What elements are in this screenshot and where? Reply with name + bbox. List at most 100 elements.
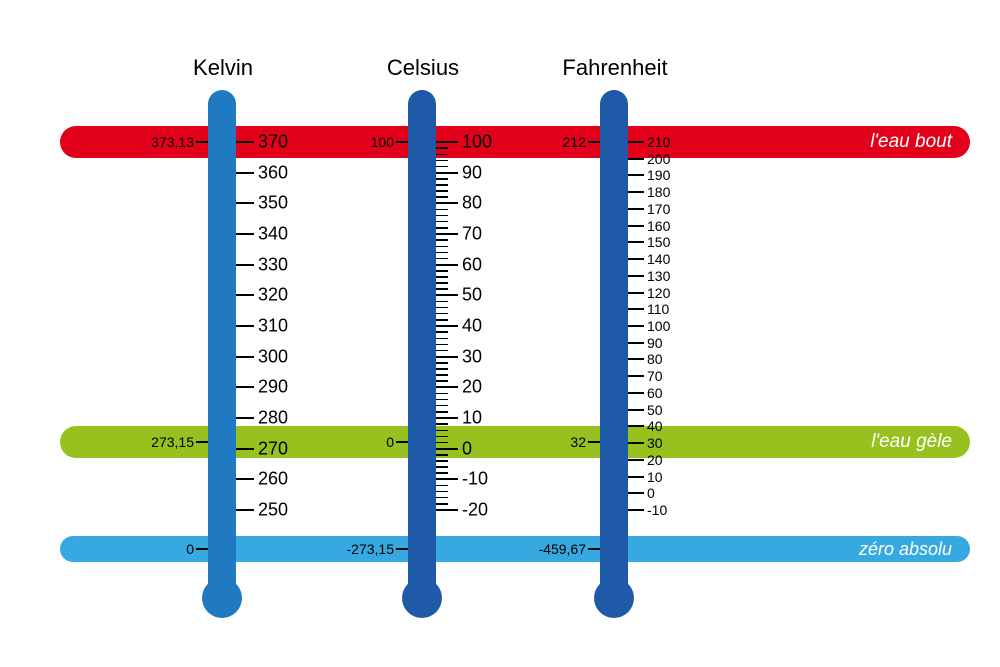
scale-tick	[236, 386, 254, 388]
scale-tick-label: 20	[647, 452, 663, 468]
scale-tick-label: -10	[462, 469, 488, 490]
scale-tick-label: 100	[647, 318, 670, 334]
scale-tick	[628, 191, 644, 193]
scale-minor-tick	[436, 368, 448, 370]
scale-tick-label: 60	[647, 385, 663, 401]
kelvin-thermometer-tube	[208, 90, 236, 590]
scale-tick-label: 330	[258, 254, 288, 275]
scale-tick-label: 110	[647, 301, 669, 317]
scale-tick	[628, 358, 644, 360]
scale-tick-label: 0	[647, 485, 655, 501]
scale-tick-label: 90	[462, 162, 482, 183]
scale-tick	[628, 509, 644, 511]
scale-tick-label: 360	[258, 162, 288, 183]
scale-tick-label: 150	[647, 234, 670, 250]
scale-tick-label: 190	[647, 167, 670, 183]
scale-tick-label: 60	[462, 254, 482, 275]
scale-minor-tick	[436, 319, 448, 321]
scale-minor-tick	[436, 350, 448, 352]
boiling-reference-tick	[196, 141, 208, 143]
scale-tick-label: 10	[462, 408, 482, 429]
scale-tick-label: 370	[258, 132, 288, 153]
scale-minor-tick	[436, 313, 448, 315]
scale-tick-label: 30	[647, 435, 663, 451]
scale-tick-label: 180	[647, 184, 670, 200]
scale-tick	[628, 241, 644, 243]
scale-tick	[628, 492, 644, 494]
scale-minor-tick	[436, 239, 448, 241]
scale-tick-label: 320	[258, 285, 288, 306]
scale-minor-tick	[436, 393, 448, 395]
boiling-reference-label: 373,13	[124, 134, 194, 150]
scale-minor-tick	[436, 430, 448, 432]
scale-tick-label: 260	[258, 469, 288, 490]
scale-tick-label: 80	[647, 351, 663, 367]
scale-tick-label: 210	[647, 134, 670, 150]
boiling-reference-label: 212	[516, 134, 586, 150]
freezing-reference-label: 32	[516, 434, 586, 450]
scale-tick-label: -20	[462, 500, 488, 521]
boiling-band-label: l'eau bout	[870, 131, 952, 153]
scale-minor-tick	[436, 258, 448, 260]
freezing-reference-label: 273,15	[124, 434, 194, 450]
scale-tick	[436, 325, 458, 327]
scale-minor-tick	[436, 338, 448, 340]
fahrenheit-thermometer-tube	[600, 90, 628, 590]
scale-tick-label: 130	[647, 268, 670, 284]
absolute-reference-tick	[588, 548, 600, 550]
scale-tick-label: -10	[647, 502, 667, 518]
scale-tick	[628, 258, 644, 260]
scale-minor-tick	[436, 460, 448, 462]
scale-tick	[436, 172, 458, 174]
scale-minor-tick	[436, 154, 448, 156]
scale-minor-tick	[436, 270, 448, 272]
scale-minor-tick	[436, 362, 448, 364]
scale-tick-label: 10	[647, 469, 663, 485]
scale-tick	[236, 264, 254, 266]
scale-tick-label: 0	[462, 438, 472, 459]
scale-tick	[436, 141, 458, 143]
scale-tick	[236, 356, 254, 358]
scale-minor-tick	[436, 215, 448, 217]
scale-tick	[628, 459, 644, 461]
freezing-reference-tick	[196, 441, 208, 443]
scale-tick	[628, 141, 644, 143]
scale-tick-label: 280	[258, 408, 288, 429]
scale-tick	[628, 174, 644, 176]
scale-tick-label: 120	[647, 285, 670, 301]
scale-minor-tick	[436, 331, 448, 333]
absolute-reference-label: 0	[124, 541, 194, 557]
scale-tick	[628, 158, 644, 160]
scale-tick	[236, 294, 254, 296]
scale-tick	[628, 225, 644, 227]
scale-tick	[628, 208, 644, 210]
scale-tick	[436, 448, 458, 450]
scale-tick-label: 70	[647, 368, 663, 384]
scale-tick	[436, 386, 458, 388]
celsius-thermometer-bulb	[402, 578, 442, 618]
scale-minor-tick	[436, 497, 448, 499]
absolute-reference-label: -273,15	[324, 541, 394, 557]
scale-tick	[436, 264, 458, 266]
scale-tick	[628, 425, 644, 427]
scale-tick-label: 100	[462, 132, 492, 153]
scale-tick-label: 20	[462, 377, 482, 398]
scale-tick-label: 310	[258, 316, 288, 337]
kelvin-thermometer-bulb	[202, 578, 242, 618]
kelvin-header: Kelvin	[148, 55, 298, 81]
scale-minor-tick	[436, 178, 448, 180]
boiling-reference-tick	[588, 141, 600, 143]
scale-tick	[628, 409, 644, 411]
scale-minor-tick	[436, 374, 448, 376]
scale-tick-label: 40	[647, 418, 663, 434]
scale-tick	[436, 478, 458, 480]
scale-minor-tick	[436, 485, 448, 487]
scale-tick-label: 270	[258, 438, 288, 459]
scale-minor-tick	[436, 301, 448, 303]
scale-tick-label: 80	[462, 193, 482, 214]
scale-tick-label: 140	[647, 251, 670, 267]
scale-minor-tick	[436, 209, 448, 211]
freezing-band-label: l'eau gèle	[871, 431, 952, 453]
scale-minor-tick	[436, 423, 448, 425]
celsius-thermometer-tube	[408, 90, 436, 590]
